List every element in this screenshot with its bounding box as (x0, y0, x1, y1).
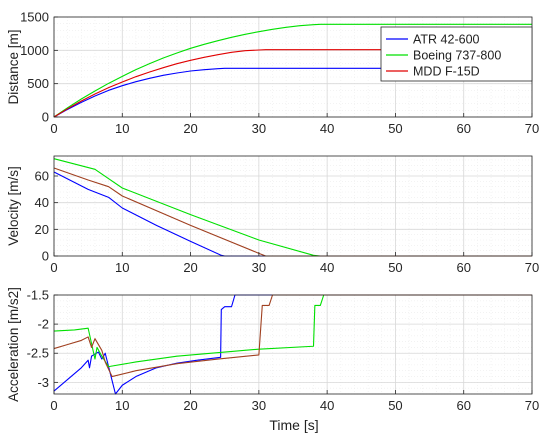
series-line (53, 167, 532, 257)
y-tick-label: -1.5 (27, 288, 49, 303)
series-line (53, 49, 532, 118)
x-tick-label: 30 (252, 398, 266, 413)
y-tick-label: 20 (35, 222, 49, 237)
legend: ATR 42-600 Boeing 737-800 MDD F-15D (380, 26, 533, 82)
y-axis-label: Acceleration [m/s2] (6, 287, 21, 402)
x-tick-label: 20 (183, 260, 197, 275)
series-line (53, 294, 532, 395)
series-line (53, 67, 532, 118)
x-tick-label: 60 (456, 260, 470, 275)
x-tick-label: 70 (525, 398, 539, 413)
y-axis-label: Distance [m] (6, 29, 21, 104)
y-tick-label: 40 (35, 195, 49, 210)
x-tick-label: 20 (183, 121, 197, 136)
x-tick-label: 10 (115, 121, 129, 136)
chart-panel-3: 0 10 20 30 40 50 60 70 -1.5 -2 -2.5 -3 Acceleration … (6, 287, 539, 413)
x-tick-label: 50 (388, 398, 402, 413)
y-tick-label: -2.5 (27, 346, 49, 361)
y-tick-label: 60 (35, 169, 49, 184)
legend-box (380, 26, 533, 82)
y-tick-label: 1500 (20, 10, 49, 25)
y-tick-label: 1000 (20, 43, 49, 58)
x-tick-label: 20 (183, 398, 197, 413)
chart-panel-2: 0 10 20 30 40 50 60 70 0 20 40 60 Velocity [m/s] (6, 155, 539, 275)
y-tick-label: 0 (42, 249, 49, 264)
x-tick-label: 70 (525, 121, 539, 136)
x-tick-label: 0 (50, 121, 57, 136)
x-tick-label: 0 (50, 398, 57, 413)
x-tick-label: 40 (320, 121, 334, 136)
plot-area (54, 295, 532, 394)
axes-frame (53, 155, 533, 257)
legend-label: ATR 42-600 (413, 33, 480, 47)
x-tick-label: 50 (388, 121, 402, 136)
x-tick-label: 0 (50, 260, 57, 275)
x-tick-label: 70 (525, 260, 539, 275)
axes-frame (53, 294, 533, 395)
y-tick-label: 500 (27, 76, 49, 91)
legend-label: Boeing 737-800 (413, 49, 501, 63)
legend-label: MDD F-15D (413, 65, 480, 79)
x-tick-label: 10 (115, 260, 129, 275)
x-axis-label: Time [s] (269, 417, 318, 433)
y-tick-label: 0 (42, 110, 49, 125)
y-axis-label: Velocity [m/s] (6, 166, 21, 246)
y-tick-label: -2 (37, 317, 49, 332)
y-tick-label: -3 (37, 375, 49, 390)
x-tick-label: 40 (320, 260, 334, 275)
plot-area (54, 156, 532, 256)
x-tick-label: 40 (320, 398, 334, 413)
series-line (53, 294, 532, 368)
x-tick-label: 30 (252, 121, 266, 136)
x-tick-label: 30 (252, 260, 266, 275)
series-line (53, 294, 532, 378)
x-tick-label: 50 (388, 260, 402, 275)
series-line (53, 23, 532, 118)
x-tick-label: 10 (115, 398, 129, 413)
x-tick-label: 60 (456, 121, 470, 136)
x-tick-label: 60 (456, 398, 470, 413)
